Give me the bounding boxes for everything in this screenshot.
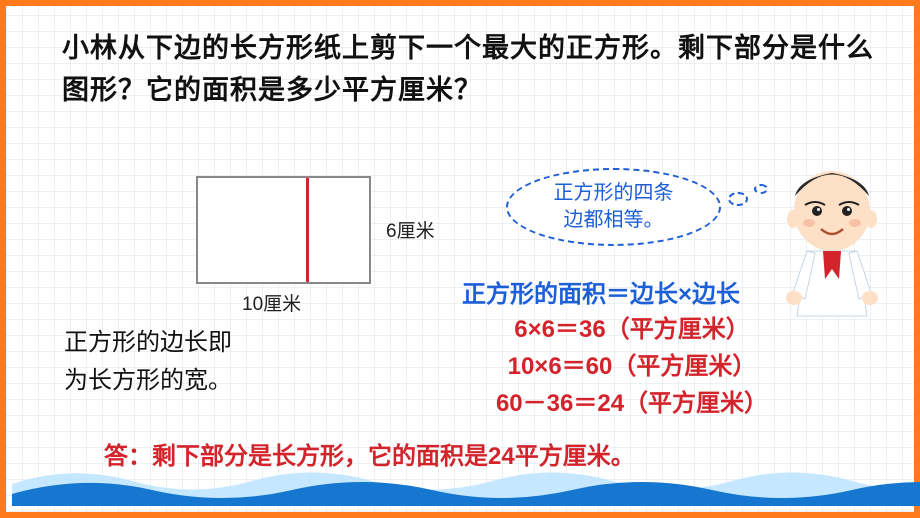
thought-bubble: 正方形的四条 边都相等。: [506, 168, 721, 246]
thought-line2: 边都相等。: [554, 207, 674, 234]
question-text: 小林从下边的长方形纸上剪下一个最大的正方形。剩下部分是什么图形？它的面积是多少平…: [62, 28, 874, 112]
area-formula: 正方形的面积＝边长×边长: [462, 274, 740, 309]
side-note: 正方形的边长即 为长方形的宽。: [64, 324, 232, 401]
rectangle-diagram: [196, 176, 371, 284]
boy-avatar: [765, 161, 900, 321]
answer-text: 答：剩下部分是长方形，它的面积是24平方厘米。: [104, 436, 635, 471]
side-note-line2: 为长方形的宽。: [64, 362, 232, 400]
calculation-block: 6×6＝36（平方厘米） 10×6＝60（平方厘米） 60－36＝24（平方厘米…: [462, 311, 802, 423]
calc-line-2: 10×6＝60（平方厘米）: [462, 348, 802, 385]
square-cut-line: [306, 178, 309, 282]
side-note-line1: 正方形的边长即: [64, 324, 232, 362]
calc-line-3: 60－36＝24（平方厘米）: [462, 385, 802, 422]
calc-line-1: 6×6＝36（平方厘米）: [462, 311, 802, 348]
dimension-height: 6厘米: [386, 216, 435, 243]
rectangle-box: [196, 176, 371, 284]
dimension-width: 10厘米: [242, 289, 301, 316]
thought-dot: [728, 192, 748, 206]
thought-text: 正方形的四条 边都相等。: [554, 180, 674, 234]
slide-frame: 小林从下边的长方形纸上剪下一个最大的正方形。剩下部分是什么图形？它的面积是多少平…: [0, 0, 920, 518]
thought-line1: 正方形的四条: [554, 180, 674, 207]
